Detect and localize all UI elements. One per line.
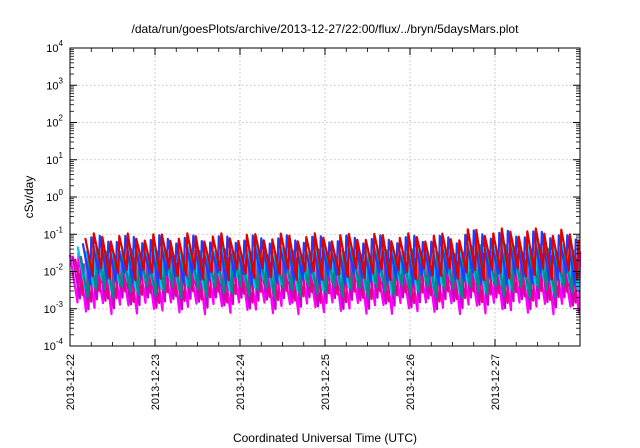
x-tick-label: 2013-12-24 [235,354,247,410]
x-tick-label: 2013-12-25 [320,354,332,410]
y-axis-label: cSv/day [22,176,36,219]
y-tick-label: 100 [46,188,63,204]
x-tick-label: 2013-12-27 [490,354,502,410]
y-tick-labels: 10-4 10-3 10-2 10-1 100 101 102 103 104 [44,39,64,353]
y-tick-label: 10-1 [44,225,64,241]
series-line [84,227,580,282]
y-tick-label: 10-4 [44,337,64,353]
y-tick-label: 101 [46,151,63,167]
y-tick-label: 104 [46,39,63,55]
y-tick-label: 102 [46,114,63,130]
x-axis-label: Coordinated Universal Time (UTC) [233,431,417,445]
y-tick-label: 10-3 [44,300,64,316]
x-tick-labels: 2013-12-22 2013-12-23 2013-12-24 2013-12-25… [65,354,502,410]
y-tick-label: 10-2 [44,263,64,279]
x-tick-label: 2013-12-23 [150,354,162,410]
x-tick-label: 2013-12-26 [405,354,417,410]
chart-title: /data/run/goesPlots/archive/2013-12-27/2… [132,22,520,36]
ticks [69,47,580,347]
series-layer [68,227,582,316]
y-tick-label: 103 [46,76,63,92]
x-tick-label: 2013-12-22 [65,354,77,410]
